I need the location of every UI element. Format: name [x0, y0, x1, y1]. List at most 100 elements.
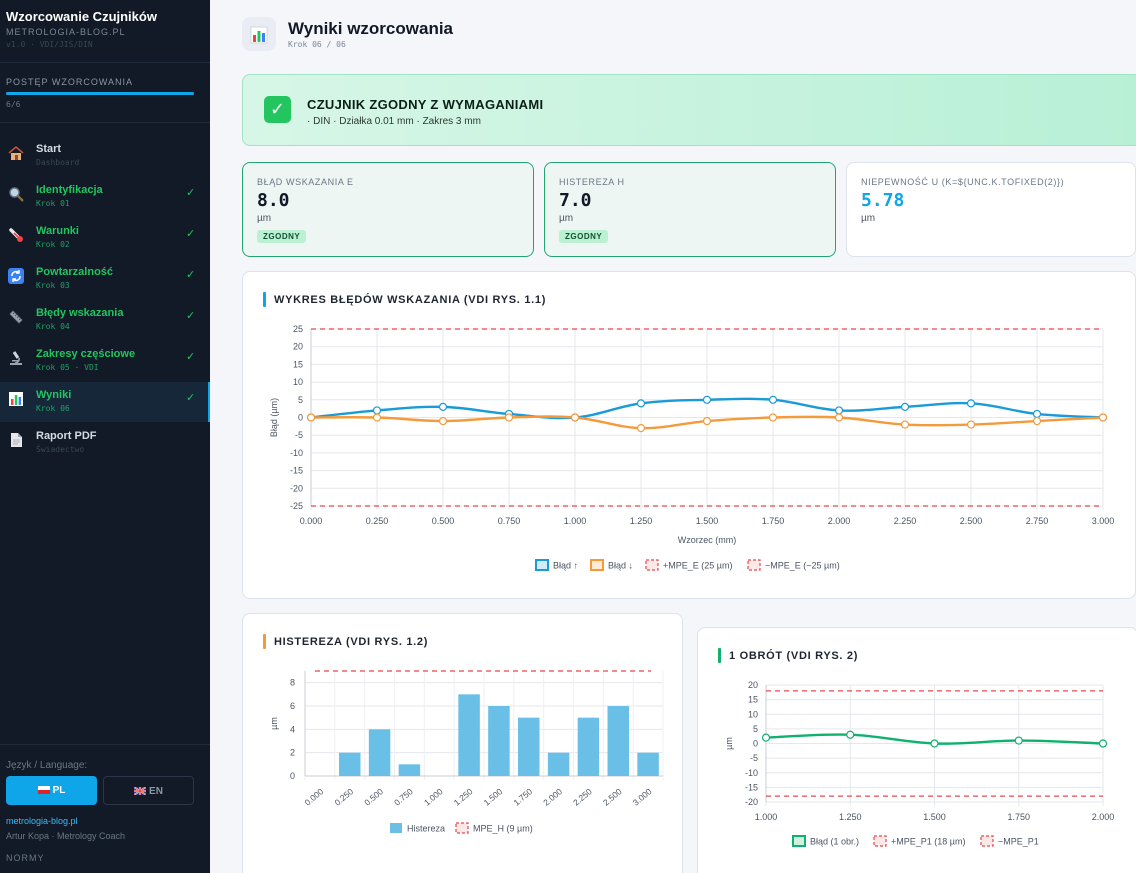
- y-tick-label: 5: [753, 724, 758, 734]
- x-tick-label: 1.000: [564, 516, 587, 526]
- data-point-1: [702, 416, 712, 426]
- sidebar-item-label: Warunki: [36, 225, 79, 237]
- chart-title: HISTEREZA (VDI RYS. 1.2): [274, 636, 429, 648]
- data-point-1: [834, 413, 844, 422]
- check-icon: ✓: [186, 228, 196, 240]
- sidebar-item-identyfikacja[interactable]: Identyfikacja Krok 01 ✓: [0, 177, 210, 217]
- y-tick-label: 0: [753, 739, 758, 749]
- bar-chart-icon: [242, 17, 276, 51]
- data-point-1: [1098, 413, 1108, 422]
- data-point-1: [504, 413, 514, 422]
- microscope-icon: [7, 349, 25, 367]
- sidebar-item-warunki[interactable]: Warunki Krok 02 ✓: [0, 218, 210, 258]
- metric-unit: µm: [861, 213, 876, 224]
- legend-swatch-2: [645, 559, 659, 571]
- progress-label: POSTĘP WZORCOWANIA: [6, 77, 134, 87]
- y-tick-label: -15: [745, 782, 758, 792]
- sidebar-item-zakresy-częściowe[interactable]: Zakresy częściowe Krok 05 · VDI ✓: [0, 341, 210, 381]
- x-tick-label: 0.000: [300, 516, 323, 526]
- x-tick-label: 0.500: [432, 516, 455, 526]
- sidebar-item-błędy-wskazania[interactable]: Błędy wskazania Krok 04 ✓: [0, 300, 210, 340]
- hysteresis-bar: [368, 729, 391, 776]
- sidebar-item-sub: Krok 05 · VDI: [36, 363, 99, 372]
- banner-subtitle: · DIN · Działka 0.01 mm · Zakres 3 mm: [307, 116, 481, 127]
- language-label: Język / Language:: [6, 760, 88, 771]
- legend-label-1: MPE_H (9 µm): [473, 824, 533, 834]
- errors-chart: 25 20 15 10 5 0 -5 -10 -15 -20 -25 0.000 0.250 0.500 0…: [269, 324, 1114, 571]
- check-icon: ✓: [186, 187, 196, 199]
- sidebar-item-start[interactable]: Start Dashboard: [0, 136, 210, 176]
- x-tick-label: 1.500: [482, 786, 505, 808]
- divider: [0, 122, 210, 123]
- metric-value: 7.0: [559, 190, 592, 211]
- y-axis-label: µm: [724, 737, 734, 750]
- sidebar-item-sub: Świadectwo: [36, 445, 85, 454]
- errors-chart-card: WYKRES BŁĘDÓW WSKAZANIA (VDI RYS. 1.1) 2…: [242, 271, 1136, 599]
- check-mark-icon: ✓: [264, 96, 291, 123]
- data-point-0: [966, 399, 976, 408]
- hysteresis-chart-card: HISTEREZA (VDI RYS. 1.2) 8 6 4 2 0 µm 0.000 0.2…: [242, 613, 683, 873]
- data-point-0: [636, 399, 646, 408]
- language-pl-button[interactable]: PL: [6, 776, 97, 805]
- data-point-1: [768, 413, 778, 422]
- legend-label-2: +MPE_E (25 µm): [663, 561, 732, 571]
- sidebar-item-raport-pdf[interactable]: Raport PDF Świadectwo: [0, 423, 210, 463]
- x-tick-label: 0.750: [498, 516, 521, 526]
- x-tick-label: 2.750: [1026, 516, 1049, 526]
- chart-title: WYKRES BŁĘDÓW WSKAZANIA (VDI RYS. 1.1): [274, 294, 547, 306]
- legend-label-2: −MPE_P1: [998, 837, 1039, 847]
- x-tick-label: 1.250: [839, 812, 862, 822]
- sidebar-item-label: Zakresy częściowe: [36, 348, 136, 360]
- sidebar-item-powtarzalność[interactable]: Powtarzalność Krok 03 ✓: [0, 259, 210, 299]
- sidebar-item-wyniki[interactable]: Wyniki Krok 06 ✓: [0, 382, 210, 422]
- x-tick-label: 2.000: [828, 516, 851, 526]
- sidebar: Wzorcowanie Czujników METROLOGIA-BLOG.PL…: [0, 0, 210, 873]
- check-icon: ✓: [186, 351, 196, 363]
- sidebar-item-sub: Krok 06: [36, 404, 70, 413]
- legend-swatch-0: [792, 835, 806, 847]
- hysteresis-bar: [607, 706, 629, 776]
- data-point-0: [900, 402, 910, 411]
- sidebar-item-label: Start: [36, 143, 62, 155]
- sidebar-item-sub: Dashboard: [36, 158, 80, 167]
- data-point-0: [702, 395, 712, 404]
- metric-unit: µm: [559, 213, 574, 224]
- y-tick-label: 0: [298, 413, 303, 423]
- uk-flag-icon: [134, 787, 147, 795]
- normy-label: NORMY: [6, 853, 45, 863]
- hysteresis-bar: [577, 717, 600, 776]
- data-point-0: [846, 730, 855, 739]
- data-point-0: [372, 406, 382, 415]
- language-en-button[interactable]: EN: [103, 776, 194, 805]
- page-title: Wyniki wzorcowania: [288, 19, 454, 38]
- data-point-1: [966, 420, 976, 429]
- metric-value: 8.0: [257, 190, 290, 211]
- metric-card-error: Błąd wskazania E 8.0 µm ZGODNY: [242, 162, 534, 257]
- y-tick-label: -5: [295, 430, 303, 440]
- legend-label-1: Błąd ↓: [608, 561, 633, 571]
- status-badge: ZGODNY: [257, 230, 307, 243]
- app-site: METROLOGIA-BLOG.PL: [6, 27, 126, 37]
- x-tick-label: 2.000: [541, 786, 564, 808]
- y-tick-label: 4: [290, 724, 295, 734]
- y-tick-label: 10: [748, 709, 758, 719]
- x-tick-label: 2.250: [571, 786, 594, 808]
- sidebar-item-sub: Krok 03: [36, 281, 70, 290]
- divider: [0, 744, 210, 745]
- metric-card-hysteresis: Histereza H 7.0 µm ZGODNY: [544, 162, 836, 257]
- revolution-chart-card: 1 OBRÓT (VDI RYS. 2) 20 15 10 5 0 -5 -10 -15 -20…: [697, 627, 1136, 873]
- y-tick-label: 2: [290, 748, 295, 758]
- progress-fill: [6, 92, 194, 95]
- legend-swatch-3: [747, 559, 761, 571]
- blog-link[interactable]: metrologia-blog.pl: [6, 816, 78, 826]
- x-tick-label: 2.000: [1092, 812, 1115, 822]
- y-tick-label: 15: [293, 359, 303, 369]
- hysteresis-bar: [339, 752, 361, 776]
- y-tick-label: 6: [290, 701, 295, 711]
- data-point-0: [930, 739, 939, 748]
- check-icon: ✓: [186, 392, 196, 404]
- data-point-0: [834, 406, 844, 415]
- y-tick-label: -25: [290, 501, 303, 511]
- data-point-0: [438, 402, 448, 411]
- compliance-banner: ✓ CZUJNIK ZGODNY Z WYMAGANIAMI · DIN · D…: [242, 74, 1136, 146]
